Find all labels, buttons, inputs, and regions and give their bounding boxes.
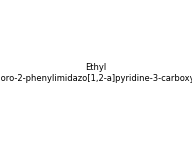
Text: Ethyl 5-chloro-2-phenylimidazo[1,2-a]pyridine-3-carboxylate: Ethyl 5-chloro-2-phenylimidazo[1,2-a]pyr…: [0, 63, 192, 83]
